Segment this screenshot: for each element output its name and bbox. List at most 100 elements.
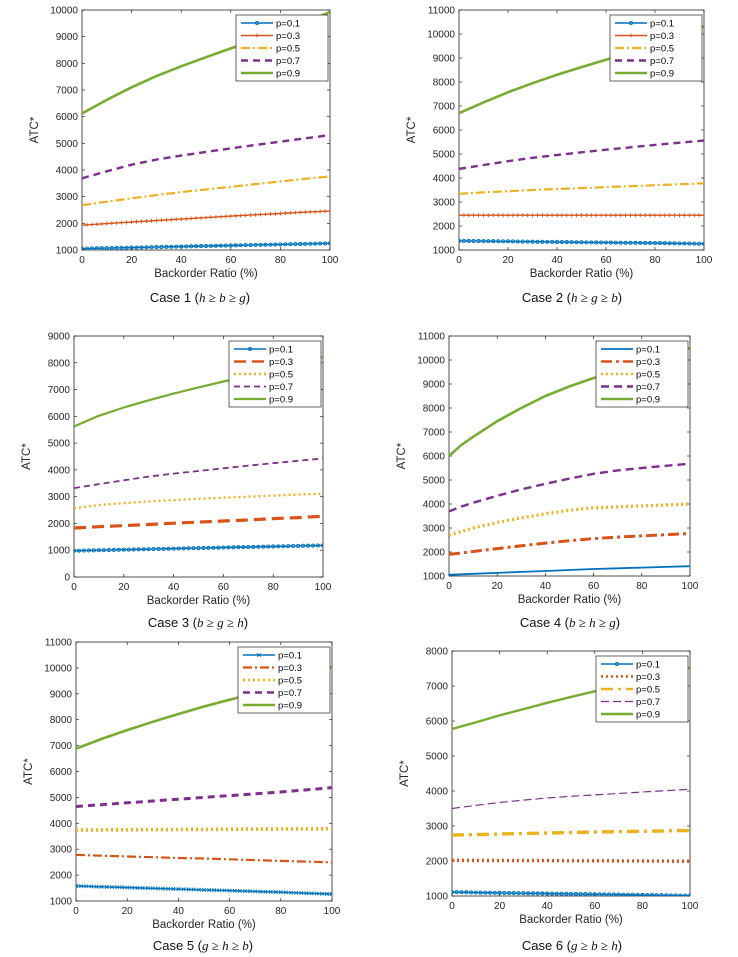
series-marker <box>515 213 520 218</box>
series-marker <box>251 544 256 549</box>
legend: p=0.1 p=0.3p=0.5 p=0.7p=0.9 <box>237 646 331 714</box>
series-marker <box>559 239 564 245</box>
series-marker <box>555 213 559 218</box>
series-marker <box>139 245 144 250</box>
y-tick-label: 1000 <box>426 892 449 903</box>
series-marker <box>125 885 130 890</box>
x-tick-label: 40 <box>540 581 552 592</box>
y-tick-label: 3000 <box>48 492 71 503</box>
series-marker <box>82 246 85 250</box>
series-marker <box>466 213 471 218</box>
series-marker <box>94 246 99 250</box>
series-marker <box>579 213 584 218</box>
series-marker <box>106 547 111 553</box>
series-marker <box>194 244 199 249</box>
legend-entry-label: p=0.1 <box>278 650 302 661</box>
x-tick-label: 0 <box>79 255 85 266</box>
series-marker <box>662 241 667 246</box>
series-marker <box>261 544 266 549</box>
series-marker <box>515 239 520 244</box>
series-marker <box>502 890 507 895</box>
y-tick-label: 8000 <box>48 358 71 369</box>
series-marker <box>204 215 208 220</box>
series-marker <box>199 215 204 220</box>
series-marker <box>203 243 209 249</box>
y-tick-label: 2000 <box>433 222 456 233</box>
series-marker <box>94 222 99 227</box>
y-tick-label: 9000 <box>433 54 456 65</box>
series-marker <box>91 548 96 553</box>
series-marker <box>179 217 184 222</box>
series-marker <box>140 885 145 891</box>
x-tick-label: 60 <box>224 906 236 917</box>
series-marker <box>687 213 692 218</box>
series-marker <box>119 220 124 225</box>
y-tick-label: 3000 <box>423 524 446 535</box>
series-marker <box>227 888 232 893</box>
y-tick-label: 1000 <box>48 546 71 557</box>
series-marker <box>238 213 243 218</box>
series-marker <box>296 543 301 548</box>
y-tick-label: 3000 <box>433 198 456 209</box>
x-tick-label: 100 <box>315 582 332 593</box>
series-marker <box>228 214 233 219</box>
series-marker <box>657 241 662 246</box>
series-marker <box>141 547 146 552</box>
series-marker <box>587 892 593 896</box>
series-marker <box>298 210 303 215</box>
legend-marker <box>614 661 620 667</box>
series-marker <box>124 220 129 225</box>
legend-entry-label: p=0.7 <box>650 56 674 67</box>
y-tick-label: 4000 <box>48 465 71 476</box>
legend: p=0.1 p=0.3p=0.5 p=0.7p=0.9 <box>595 340 689 408</box>
x-tick-label: 20 <box>492 581 504 592</box>
series-marker <box>155 886 161 891</box>
series-marker <box>184 216 189 221</box>
series-marker <box>104 884 109 890</box>
x-tick-label: 20 <box>502 255 514 266</box>
series-line-p=0.5 <box>459 182 704 195</box>
series-marker <box>309 891 314 896</box>
series-marker <box>608 213 613 218</box>
y-tick-label: 7000 <box>426 682 449 693</box>
series-marker <box>667 213 672 218</box>
series-marker <box>74 548 77 553</box>
series-marker <box>468 890 474 895</box>
series-marker <box>181 887 186 892</box>
y-tick-label: 6000 <box>50 767 73 778</box>
x-tick-label: 40 <box>168 582 180 593</box>
series-marker <box>81 548 87 553</box>
series-marker <box>608 240 613 245</box>
series-marker <box>313 241 318 246</box>
series-marker <box>501 239 506 244</box>
x-tick-label: 20 <box>494 901 506 912</box>
series-marker <box>164 244 169 249</box>
series-marker <box>530 891 535 896</box>
series-marker <box>459 890 464 895</box>
series-layer <box>459 25 704 246</box>
series-marker <box>116 547 121 552</box>
y-axis-label: ATC* <box>399 760 411 787</box>
series-marker <box>139 219 144 224</box>
legend-entry-label: p=0.9 <box>650 68 674 79</box>
series-line-p=0.3 <box>74 514 323 530</box>
series-marker <box>491 239 496 244</box>
series-marker <box>549 891 555 896</box>
series-marker <box>174 217 179 222</box>
series-marker <box>511 891 516 896</box>
x-tick-label: 80 <box>649 255 661 266</box>
series-marker <box>266 544 271 549</box>
x-tick-label: 40 <box>173 906 185 917</box>
legend: p=0.1 p=0.3p=0.5 p=0.7p=0.9 <box>609 14 703 82</box>
chart-case-2: 1000200030004000500060007000800090001000… <box>406 6 713 306</box>
x-axis-label: Backorder Ratio (%) <box>519 914 623 926</box>
series-marker <box>683 893 688 896</box>
y-tick-label: 5000 <box>48 439 71 450</box>
series-marker <box>594 213 599 218</box>
series-marker <box>667 241 672 246</box>
x-axis-label: Backorder Ratio (%) <box>152 919 256 931</box>
series-marker <box>643 240 648 245</box>
series-marker <box>628 213 633 218</box>
legend-entry-label: p=0.3 <box>636 672 660 683</box>
series-marker <box>288 242 293 247</box>
